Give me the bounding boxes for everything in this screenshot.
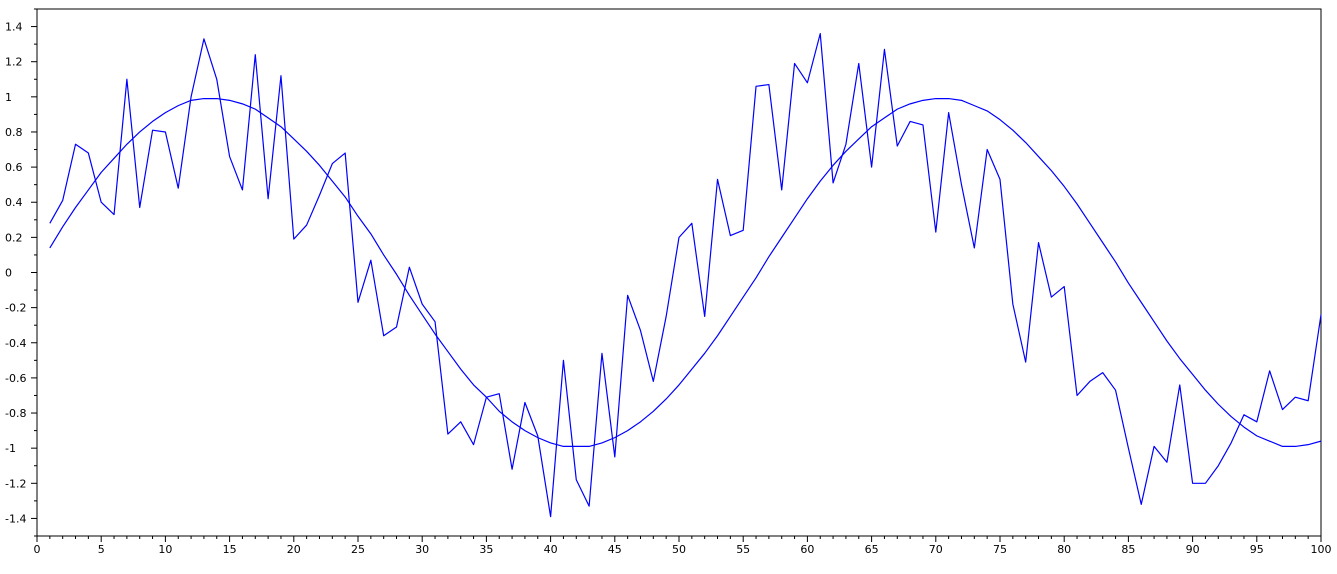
series-layer — [49, 32, 1322, 518]
y-tick-label: 0.4 — [5, 196, 23, 209]
x-tick-label: 75 — [993, 543, 1007, 556]
y-axis: -1.4 -1.2 -1 -0.8 -0.6 -0.4 -0.2 0 0.2 0.4 0.6 0.8 1… — [5, 8, 37, 537]
plot-frame — [36, 8, 1322, 537]
x-tick-label: 65 — [865, 543, 879, 556]
y-tick-label: 0.6 — [5, 161, 23, 174]
x-tick-label: 95 — [1250, 543, 1264, 556]
y-tick-label: 0 — [5, 267, 12, 280]
y-tick-label: -0.8 — [5, 407, 26, 420]
x-tick-label: 25 — [351, 543, 365, 556]
x-tick-label: 80 — [1057, 543, 1071, 556]
x-tick-label: 90 — [1186, 543, 1200, 556]
x-tick-label: 30 — [415, 543, 429, 556]
x-tick-label: 0 — [34, 543, 41, 556]
series-line-1 — [49, 97, 1322, 448]
x-axis: 0 5 10 15 20 25 30 35 40 45 50 55 60 65 70 75 80 85 90 95 10… — [34, 536, 1332, 556]
y-tick-label: -0.6 — [5, 372, 26, 385]
y-tick-label: 0.8 — [5, 126, 23, 139]
x-tick-label: 70 — [929, 543, 943, 556]
x-tick-label: 45 — [608, 543, 622, 556]
x-tick-label: 15 — [223, 543, 237, 556]
x-tick-label: 100 — [1311, 543, 1332, 556]
x-tick-label: 20 — [287, 543, 301, 556]
y-tick-label: 1.4 — [5, 21, 23, 34]
y-tick-label: -1.2 — [5, 477, 26, 490]
x-tick-label: 55 — [736, 543, 750, 556]
x-tick-label: 35 — [479, 543, 493, 556]
y-tick-label: -0.4 — [5, 337, 26, 350]
series-line-0 — [49, 32, 1322, 518]
x-tick-label: 5 — [98, 543, 105, 556]
x-tick-label: 10 — [158, 543, 172, 556]
x-tick-label: 40 — [544, 543, 558, 556]
y-tick-label: 1.2 — [5, 56, 23, 69]
x-tick-label: 60 — [800, 543, 814, 556]
y-tick-label: 1 — [5, 91, 12, 104]
y-tick-label: -1.4 — [5, 512, 26, 525]
y-tick-label: -1 — [5, 442, 16, 455]
x-tick-label: 50 — [672, 543, 686, 556]
y-tick-label: -0.2 — [5, 302, 26, 315]
y-tick-label: 0.2 — [5, 231, 23, 244]
x-tick-label: 85 — [1121, 543, 1135, 556]
